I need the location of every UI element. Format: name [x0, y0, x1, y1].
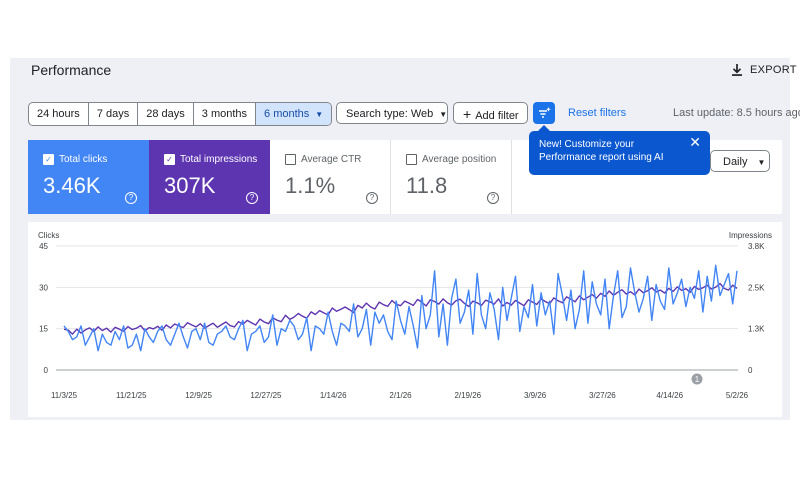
help-icon[interactable]: ? — [246, 192, 258, 204]
x-axis-tick: 3/9/26 — [524, 391, 547, 400]
metric-value: 3.46K — [43, 173, 101, 198]
x-axis-tick: 2/19/26 — [454, 391, 481, 400]
granularity-label: Daily — [723, 156, 748, 168]
left-axis-tick: 15 — [39, 325, 48, 334]
metric-label: Total clicks — [59, 154, 108, 165]
export-label: EXPORT — [750, 64, 797, 76]
reset-filters-link[interactable]: Reset filters — [568, 107, 627, 119]
metric-value: 307K — [164, 173, 216, 198]
checkbox-checked-icon[interactable]: ✓ — [43, 154, 54, 165]
x-axis-tick: 11/3/25 — [51, 391, 78, 400]
caret-down-icon: ▼ — [757, 158, 766, 167]
metric-label: Average CTR — [301, 154, 362, 165]
caret-down-icon: ▼ — [315, 110, 324, 119]
metric-label: Average position — [422, 154, 497, 165]
tooltip-arrow — [538, 125, 550, 131]
annotation-label: 1 — [695, 375, 700, 384]
metric-label: Total impressions — [180, 154, 258, 165]
date-range-3-months[interactable]: 3 months — [194, 103, 257, 125]
download-icon — [732, 64, 742, 76]
right-axis-tick: 1.3K — [748, 325, 765, 334]
x-axis-tick: 12/9/25 — [185, 391, 212, 400]
performance-chart-area — [28, 222, 782, 417]
plus-icon: + — [463, 106, 472, 122]
help-icon[interactable]: ? — [366, 192, 378, 204]
right-axis-tick: 3.8K — [748, 242, 765, 251]
x-axis-tick: 5/2/26 — [726, 391, 749, 400]
export-button[interactable]: EXPORT — [730, 60, 797, 80]
left-axis-title: Clicks — [38, 231, 59, 240]
page-title: Performance — [31, 62, 112, 78]
date-range-7-days[interactable]: 7 days — [89, 103, 139, 125]
right-axis-title: Impressions — [729, 231, 772, 240]
close-icon[interactable]: ✕ — [689, 134, 701, 150]
checkbox-checked-icon[interactable]: ✓ — [164, 154, 175, 165]
x-axis-tick: 3/27/26 — [589, 391, 616, 400]
help-icon[interactable]: ? — [487, 192, 499, 204]
x-axis-tick: 12/27/25 — [250, 391, 282, 400]
checkbox-unchecked-icon[interactable] — [285, 154, 296, 165]
x-axis-tick: 4/14/26 — [656, 391, 683, 400]
date-range-selector: 24 hours 7 days 28 days 3 months 6 month… — [28, 102, 333, 126]
metric-card-average-ctr[interactable]: Average CTR 1.1% ? — [270, 140, 391, 214]
x-axis-tick: 1/14/26 — [320, 391, 347, 400]
search-type-dropdown[interactable]: Search type: Web ▼ — [336, 102, 448, 124]
metric-card-total-impressions[interactable]: ✓ Total impressions 307K ? — [149, 140, 270, 214]
date-range-6-months[interactable]: 6 months ▼ — [256, 103, 332, 125]
metric-card-total-clicks[interactable]: ✓ Total clicks 3.46K ? — [28, 140, 149, 214]
help-icon[interactable]: ? — [125, 192, 137, 204]
add-filter-label: Add filter — [475, 110, 519, 122]
left-axis-tick: 0 — [44, 366, 49, 375]
metric-card-average-position[interactable]: Average position 11.8 ? — [391, 140, 512, 214]
date-range-24-hours[interactable]: 24 hours — [29, 103, 89, 125]
granularity-dropdown[interactable]: Daily ▼ — [710, 150, 770, 172]
last-update-text: Last update: 8.5 hours ago — [673, 107, 800, 119]
series-line-impressions — [63, 282, 738, 335]
tooltip-text: New! Customize your Performance report u… — [539, 139, 664, 163]
right-axis-tick: 0 — [748, 366, 753, 375]
ai-filter-button[interactable] — [533, 102, 555, 124]
right-axis-tick: 2.5K — [748, 283, 765, 292]
metric-value: 11.8 — [406, 173, 448, 198]
series-line-clicks — [63, 264, 738, 352]
annotation-marker — [691, 373, 703, 385]
filter-sparkle-icon — [539, 107, 551, 118]
caret-down-icon: ▼ — [439, 110, 448, 119]
checkbox-unchecked-icon[interactable] — [406, 154, 417, 165]
left-axis-tick: 45 — [39, 242, 48, 251]
add-filter-button[interactable]: + Add filter — [453, 102, 528, 124]
search-type-label: Search type: Web — [346, 108, 434, 120]
x-axis-tick: 2/1/26 — [389, 391, 412, 400]
left-axis-tick: 30 — [39, 283, 48, 292]
ai-feature-tooltip: New! Customize your Performance report u… — [529, 125, 710, 175]
date-range-28-days[interactable]: 28 days — [138, 103, 194, 125]
x-axis-tick: 11/21/25 — [116, 391, 147, 400]
metric-value: 1.1% — [285, 173, 336, 198]
